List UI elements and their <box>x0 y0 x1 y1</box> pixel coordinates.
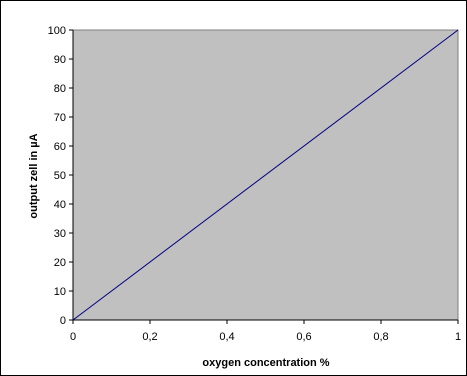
y-tick-label: 10 <box>54 286 66 298</box>
y-tick-label: 20 <box>54 257 66 269</box>
y-tick-label: 100 <box>48 25 66 37</box>
series-line <box>72 29 459 321</box>
x-tick-label: 0,4 <box>219 331 234 343</box>
x-tick-label: 0,6 <box>296 331 311 343</box>
y-tick-label: 70 <box>54 112 66 124</box>
x-tick-label: 0 <box>70 331 76 343</box>
y-tick-label: 30 <box>54 228 66 240</box>
x-axis-label: oxygen concentration % <box>202 357 329 369</box>
x-tick-label: 0,2 <box>142 331 157 343</box>
y-axis-label: output zell in µA <box>28 133 40 218</box>
y-tick-label: 0 <box>60 315 66 327</box>
y-tick-label: 40 <box>54 199 66 211</box>
y-tick-label: 60 <box>54 141 66 153</box>
y-tick-label: 80 <box>54 83 66 95</box>
x-tick-label: 1 <box>455 331 461 343</box>
y-tick-label: 50 <box>54 170 66 182</box>
y-tick-label: 90 <box>54 54 66 66</box>
x-tick-label: 0,8 <box>373 331 388 343</box>
